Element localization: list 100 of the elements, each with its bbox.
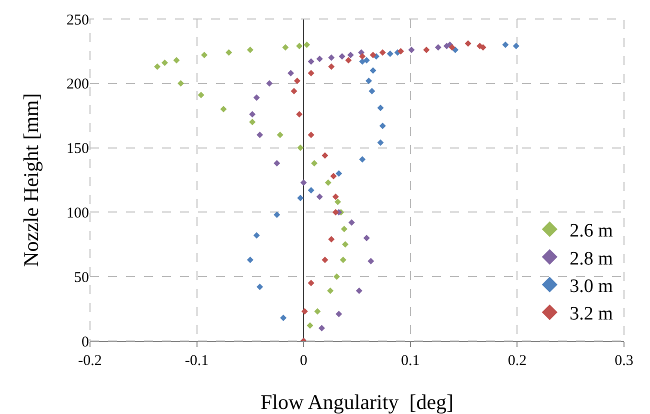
point [340,226,348,232]
point [345,56,352,64]
point [308,58,314,65]
point [297,144,304,152]
point [386,50,394,58]
y-tick-label: 150 [66,141,89,158]
point [377,139,384,146]
point [308,132,314,138]
x-axis-title: Flow Angularity [deg] [260,390,454,414]
point [178,80,184,87]
point [304,42,310,48]
point [316,56,323,62]
point [288,70,294,76]
y-axis-title: Nozzle Height [mm] [19,93,43,267]
point [330,172,337,180]
point [173,56,180,64]
point [308,280,314,286]
point [423,46,430,54]
point [274,160,280,167]
point [502,42,509,48]
point [370,52,376,58]
point [512,42,520,50]
point [379,122,386,130]
y-tick-label: 0 [82,334,89,350]
point [340,256,346,264]
x-tick-label: 0.3 [614,353,634,369]
point [154,63,161,70]
point [327,288,334,294]
point [336,170,342,177]
point [253,94,260,101]
y-tick-label: 200 [66,76,89,93]
point [274,212,280,218]
point [363,56,370,64]
point [328,54,335,61]
point [366,78,372,84]
point [434,44,442,51]
point [334,198,342,206]
point [226,49,232,56]
point [398,48,404,54]
point [311,160,318,167]
point [266,80,273,87]
legend-label: 2.6 m [570,220,614,242]
point [342,241,348,248]
point [201,52,208,58]
legend-label: 2.8 m [570,248,614,270]
point [301,308,308,315]
point [276,132,284,138]
point [282,44,289,51]
point [322,152,328,159]
point [249,118,256,126]
point [316,193,323,200]
x-tick-label: -0.2 [78,353,102,369]
point [280,314,287,322]
point [368,258,374,264]
point [464,40,472,47]
x-tick-label: 0.1 [401,353,420,369]
legend-label: 3.0 m [570,276,614,297]
point [198,92,204,98]
point [324,179,332,186]
point [256,284,264,290]
point [296,111,303,118]
legend-label: 3.2 m [570,304,614,325]
point [328,63,335,70]
point [338,53,346,60]
point [448,44,456,51]
point [336,310,342,318]
x-tick-label: -0.1 [184,353,209,369]
point [308,187,314,194]
point [253,232,260,239]
point [246,46,254,54]
point [359,53,366,60]
point [249,111,256,118]
point [359,156,366,163]
point [377,104,384,112]
point [318,324,326,332]
point [246,256,254,264]
point [256,132,264,138]
point [480,44,486,51]
point [290,88,298,94]
point [347,52,354,58]
x-tick-label: 0 [300,353,308,369]
point [363,234,370,242]
point [297,194,304,202]
point [368,88,376,94]
point [379,49,386,56]
point [308,70,314,76]
point [328,236,335,242]
point [300,179,307,186]
x-tick-label: 0.2 [508,353,527,369]
y-tick-label: 100 [66,205,89,222]
point [322,256,328,264]
point [332,208,339,216]
point [306,322,314,329]
point [314,308,321,315]
y-tick-label: 50 [74,270,89,286]
point [220,106,227,112]
point [356,288,362,294]
point [296,42,303,50]
point [408,46,415,54]
point [333,273,340,280]
